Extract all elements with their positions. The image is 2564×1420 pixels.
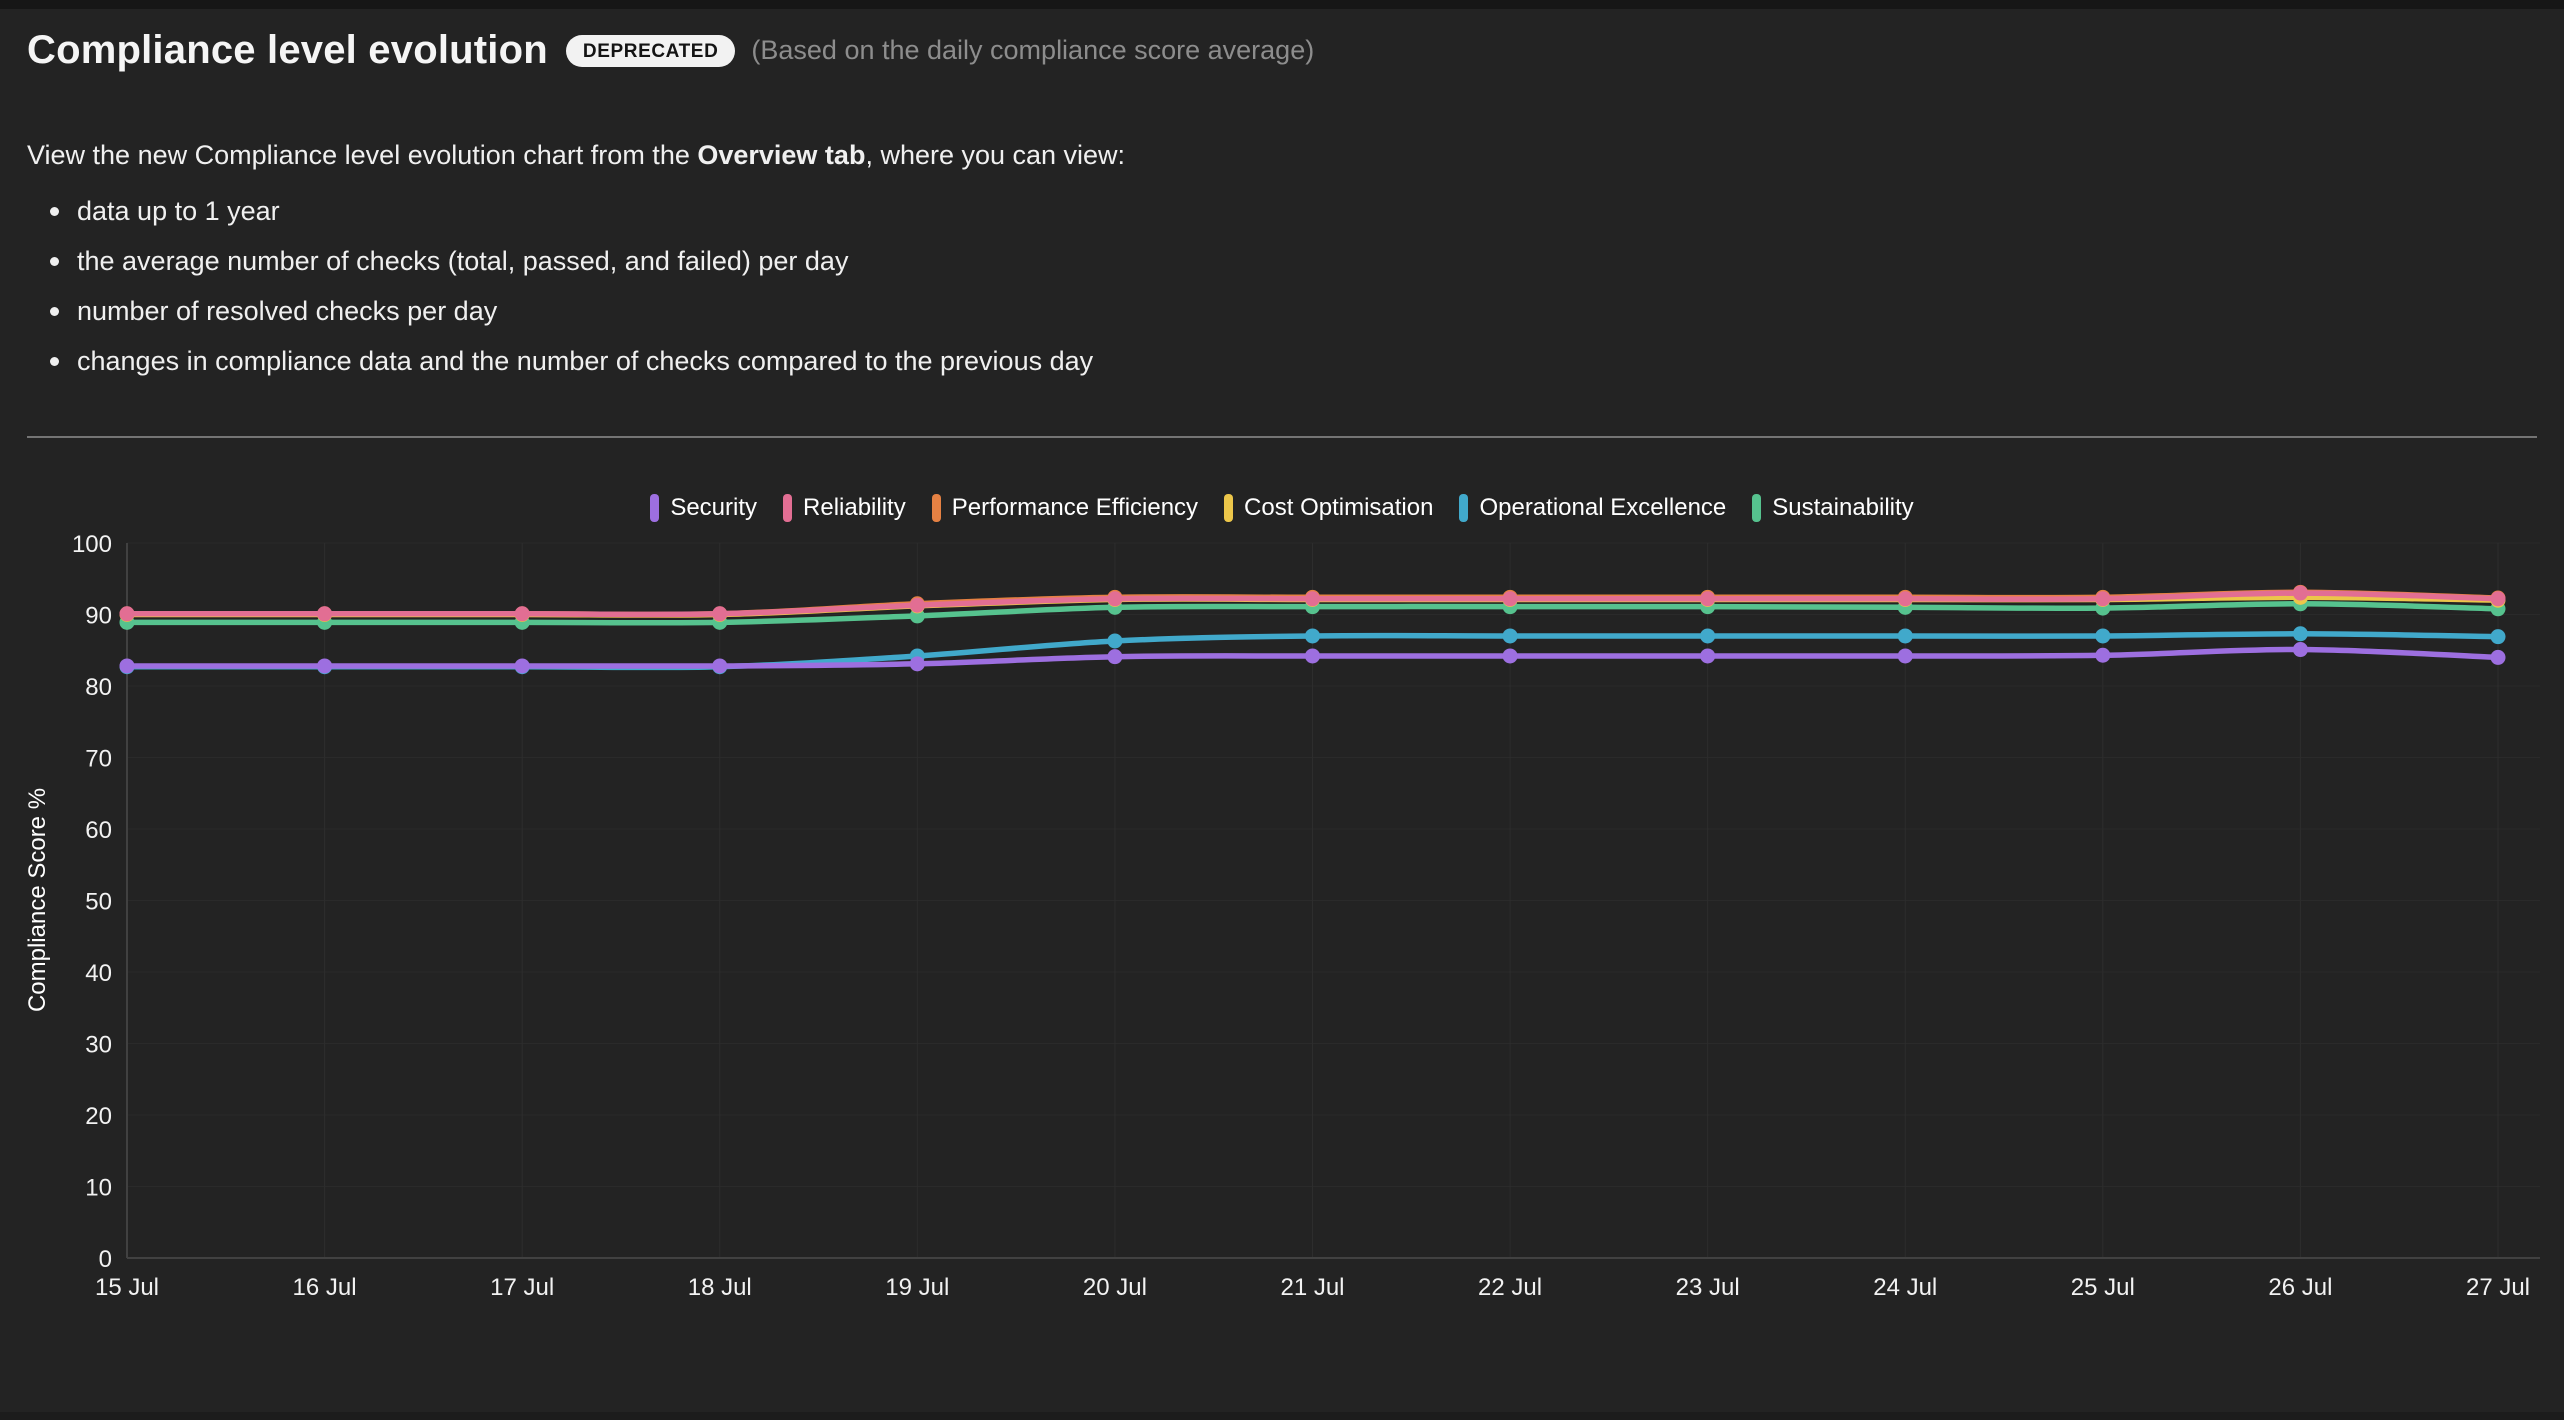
series-point-security[interactable] bbox=[2490, 649, 2506, 665]
series-point-operational-excellence[interactable] bbox=[2292, 626, 2308, 642]
legend-label: Performance Efficiency bbox=[951, 494, 1199, 521]
y-axis-tick-label: 70 bbox=[85, 746, 112, 773]
series-point-operational-excellence[interactable] bbox=[1897, 628, 1913, 644]
y-axis-tick-label: 0 bbox=[99, 1246, 112, 1273]
x-axis-tick-label: 17 Jul bbox=[490, 1274, 554, 1301]
legend-marker-icon bbox=[1752, 494, 1762, 522]
legend-marker-icon bbox=[650, 494, 660, 522]
x-axis-tick-label: 21 Jul bbox=[1280, 1274, 1344, 1301]
bullet-item: data up to 1 year bbox=[49, 196, 1093, 227]
legend-item-cost-optimisation[interactable]: Cost Optimisation bbox=[1224, 494, 1433, 522]
x-axis-tick-label: 20 Jul bbox=[1083, 1274, 1147, 1301]
header: Compliance level evolution DEPRECATED (B… bbox=[27, 28, 1314, 73]
legend-label: Cost Optimisation bbox=[1244, 494, 1434, 521]
legend-label: Security bbox=[670, 494, 758, 521]
description-text: View the new Compliance level evolution … bbox=[27, 140, 1125, 171]
series-point-reliability[interactable] bbox=[909, 597, 925, 613]
legend-label: Operational Excellence bbox=[1479, 494, 1727, 521]
legend-item-sustainability[interactable]: Sustainability bbox=[1752, 494, 1914, 522]
x-axis-tick-label: 22 Jul bbox=[1478, 1274, 1542, 1301]
legend-marker-icon bbox=[783, 494, 793, 522]
y-axis-tick-label: 100 bbox=[72, 531, 112, 558]
series-point-security[interactable] bbox=[317, 658, 333, 674]
x-axis-tick-label: 18 Jul bbox=[688, 1274, 752, 1301]
bullet-item: number of resolved checks per day bbox=[49, 296, 1093, 327]
series-point-reliability[interactable] bbox=[317, 606, 333, 622]
series-point-reliability[interactable] bbox=[119, 606, 135, 622]
legend-marker-icon bbox=[931, 494, 941, 522]
y-axis-tick-label: 60 bbox=[85, 817, 112, 844]
deprecated-badge: DEPRECATED bbox=[565, 34, 736, 67]
series-point-operational-excellence[interactable] bbox=[1107, 633, 1123, 649]
x-axis-tick-label: 26 Jul bbox=[2268, 1274, 2332, 1301]
series-point-reliability[interactable] bbox=[514, 606, 530, 622]
y-axis-tick-label: 20 bbox=[85, 1103, 112, 1130]
legend-marker-icon bbox=[1459, 494, 1469, 522]
x-axis-tick-label: 19 Jul bbox=[885, 1274, 949, 1301]
y-axis-tick-label: 10 bbox=[85, 1175, 112, 1202]
bottom-edge-strip bbox=[0, 1412, 2564, 1420]
compliance-chart[interactable]: 0 10 20 30 40 50 60 70 80 90 100 15 Jul 16 Jul 17 Jul… bbox=[0, 530, 2564, 1330]
overview-tab-mention: Overview tab bbox=[697, 140, 866, 170]
legend-item-reliability[interactable]: Reliability bbox=[783, 494, 906, 522]
top-edge-strip bbox=[0, 0, 2564, 9]
x-axis-tick-label: 27 Jul bbox=[2466, 1274, 2530, 1301]
series-point-operational-excellence[interactable] bbox=[1700, 628, 1716, 644]
series-point-operational-excellence[interactable] bbox=[2490, 629, 2506, 645]
series-point-security[interactable] bbox=[514, 658, 530, 674]
series-point-security[interactable] bbox=[119, 658, 135, 674]
page-subtitle: (Based on the daily compliance score ave… bbox=[751, 35, 1315, 65]
series-point-reliability[interactable] bbox=[2292, 585, 2308, 601]
legend-item-performance-efficiency[interactable]: Performance Efficiency bbox=[931, 494, 1199, 522]
legend-label: Reliability bbox=[803, 494, 906, 521]
series-point-security[interactable] bbox=[1700, 648, 1716, 664]
section-divider bbox=[27, 436, 2537, 438]
legend-item-operational-excellence[interactable]: Operational Excellence bbox=[1459, 494, 1726, 522]
series-point-security[interactable] bbox=[1107, 649, 1123, 665]
series-point-operational-excellence[interactable] bbox=[2095, 628, 2111, 644]
series-point-reliability[interactable] bbox=[1107, 591, 1123, 607]
y-axis-tick-label: 90 bbox=[85, 603, 112, 630]
x-axis-tick-label: 16 Jul bbox=[293, 1274, 357, 1301]
bullet-item: changes in compliance data and the numbe… bbox=[49, 346, 1094, 376]
series-point-security[interactable] bbox=[2095, 647, 2111, 663]
series-point-operational-excellence[interactable] bbox=[1305, 628, 1320, 644]
bullet-item: the average number of checks (total, pas… bbox=[49, 246, 1093, 277]
x-axis-tick-label: 25 Jul bbox=[2071, 1274, 2135, 1301]
series-point-reliability[interactable] bbox=[712, 606, 728, 622]
series-point-security[interactable] bbox=[1897, 648, 1913, 664]
y-axis-tick-label: 50 bbox=[85, 889, 112, 916]
series-point-reliability[interactable] bbox=[1700, 591, 1716, 607]
x-axis-tick-label: 23 Jul bbox=[1676, 1274, 1740, 1301]
chart-legend: Security Reliability Performance Efficienc… bbox=[0, 494, 2564, 522]
series-point-reliability[interactable] bbox=[1897, 591, 1913, 607]
series-point-security[interactable] bbox=[1305, 648, 1320, 664]
series-point-security[interactable] bbox=[2292, 642, 2308, 658]
legend-marker-icon bbox=[1224, 494, 1234, 522]
x-axis-tick-label: 24 Jul bbox=[1873, 1274, 1937, 1301]
page-title: Compliance level evolution bbox=[27, 28, 548, 72]
series-point-security[interactable] bbox=[1502, 648, 1518, 664]
y-axis-title: Compliance Score % bbox=[24, 787, 51, 1013]
y-axis-tick-label: 80 bbox=[85, 674, 112, 701]
feature-bullet-list: data up to 1 year the average number of … bbox=[27, 196, 1093, 396]
legend-label: Sustainability bbox=[1772, 494, 1914, 521]
x-axis-tick-label: 15 Jul bbox=[95, 1274, 159, 1301]
y-axis-tick-label: 40 bbox=[85, 960, 112, 987]
series-point-reliability[interactable] bbox=[2095, 591, 2111, 607]
chart-svg[interactable]: 0 10 20 30 40 50 60 70 80 90 100 15 Jul 16 Jul 17 Jul… bbox=[0, 530, 2564, 1330]
series-point-reliability[interactable] bbox=[2490, 591, 2506, 607]
description-suffix: , where you can view: bbox=[865, 140, 1126, 170]
series-point-security[interactable] bbox=[712, 658, 728, 674]
series-point-operational-excellence[interactable] bbox=[1502, 628, 1518, 644]
y-axis-tick-label: 30 bbox=[85, 1032, 112, 1059]
series-point-security[interactable] bbox=[909, 656, 925, 672]
description-prefix: View the new Compliance level evolution … bbox=[27, 140, 698, 170]
series-point-reliability[interactable] bbox=[1502, 591, 1518, 607]
series-point-reliability[interactable] bbox=[1305, 591, 1320, 607]
legend-item-security[interactable]: Security bbox=[650, 494, 757, 522]
